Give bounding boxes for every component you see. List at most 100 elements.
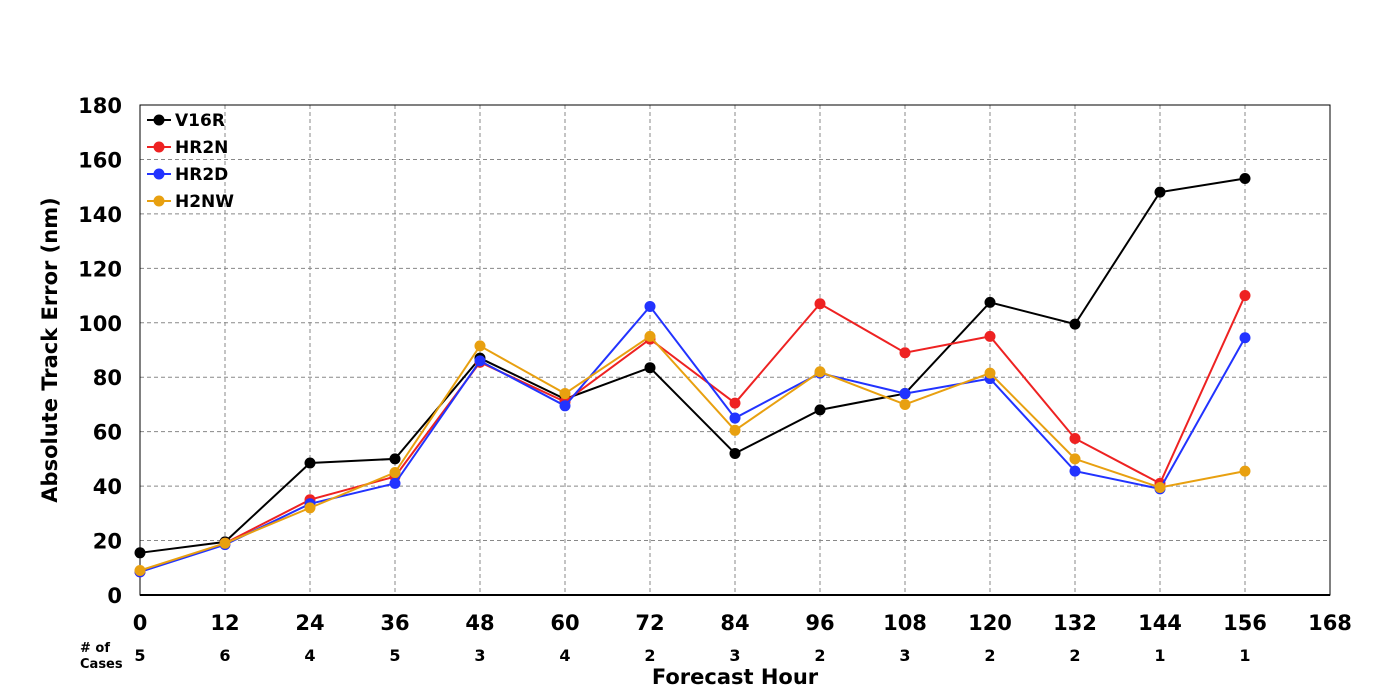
case-count: 4 [304,646,315,665]
data-point [304,457,316,469]
data-point [984,296,996,308]
y-tick-label: 100 [78,312,122,336]
data-point [814,366,826,378]
y-tick-label: 180 [78,94,122,118]
case-count: 1 [1239,646,1250,665]
y-tick-label: 160 [78,148,122,172]
data-point [1239,173,1251,184]
legend-label: HR2N [175,138,228,158]
x-tick-label: 144 [1138,611,1182,635]
y-axis-title: Absolute Track Error (nm) [38,197,62,502]
data-point [1154,186,1166,198]
data-point [984,330,996,342]
case-count: 5 [389,646,400,665]
data-point [134,547,146,559]
y-tick-label: 40 [93,475,122,499]
data-point [304,502,316,514]
data-point [814,404,826,416]
y-tick-label: 60 [93,421,122,445]
data-point [729,447,741,459]
y-tick-label: 140 [78,203,122,227]
data-point [1154,481,1166,493]
case-count: 6 [219,646,230,665]
x-tick-label: 24 [295,611,324,635]
x-tick-label: 48 [465,611,494,635]
case-count: 2 [644,646,655,665]
y-tick-labels: 0 20 40 60 80 100 120 140 160 180 [78,94,122,608]
series-line [139,295,1246,573]
x-tick-label: 0 [133,611,148,635]
x-tick-label: 12 [210,611,239,635]
y-tick-label: 80 [93,366,122,390]
data-point [559,388,571,400]
series-hr2n [134,290,1251,578]
series-layer [134,173,1251,578]
data-point [219,537,231,549]
grid-lines [140,105,1330,595]
cases-label-line1: # of [80,641,110,656]
data-point [729,412,741,424]
x-axis-title: Forecast Hour [652,665,819,689]
x-tick-label: 72 [635,611,664,635]
case-count: 1 [1154,646,1165,665]
series-line [139,304,1246,573]
data-point [899,398,911,410]
data-point [389,477,401,489]
legend-item-v16r: V16R [147,111,225,131]
x-tick-label: 108 [883,611,927,635]
data-point [1239,332,1251,344]
data-point [644,330,656,342]
series-line [139,177,1246,554]
x-tick-label: 84 [720,611,749,635]
legend-item-h2nw: H2NW [147,192,234,212]
legend-label: V16R [175,111,225,131]
legend: V16R HR2N HR2D H2NW [147,111,234,212]
legend-swatch-marker [153,141,165,153]
data-point [644,362,656,374]
x-tick-label: 156 [1223,611,1267,635]
x-tick-label: 36 [380,611,409,635]
series-h2nw [134,330,1251,576]
legend-item-hr2n: HR2N [147,138,228,158]
data-point [814,298,826,310]
data-point [1069,432,1081,444]
data-point [899,347,911,359]
data-point [474,355,486,367]
case-count: 5 [134,646,145,665]
legend-item-hr2d: HR2D [147,165,228,185]
data-point [389,453,401,465]
x-tick-label: 96 [805,611,834,635]
data-point [899,388,911,400]
case-count: 2 [1069,646,1080,665]
data-point [1069,465,1081,477]
data-point [1069,453,1081,465]
data-point [559,400,571,412]
x-tick-labels: 0 12 24 36 48 60 72 84 96 108 120 132 144 156 168 [133,611,1352,635]
legend-label: HR2D [175,165,228,185]
legend-swatch-marker [153,114,165,126]
legend-label: H2NW [175,192,234,212]
data-point [729,424,741,436]
case-count: 3 [729,646,740,665]
data-point [984,367,996,379]
data-point [134,565,146,576]
y-tick-label: 0 [107,584,122,608]
y-tick-label: 120 [78,257,122,281]
data-point [389,467,401,478]
x-tick-label: 168 [1308,611,1352,635]
series-v16r [134,173,1251,559]
series-hr2d [134,300,1251,578]
cases-row: # of Cases 5 6 4 5 3 4 2 3 2 3 2 2 1 1 [80,641,1251,672]
case-count: 2 [984,646,995,665]
data-point [1239,290,1251,302]
case-count: 3 [474,646,485,665]
case-count: 2 [814,646,825,665]
x-tick-label: 60 [550,611,579,635]
cases-label-line2: Cases [80,657,123,672]
legend-swatch-marker [153,195,165,207]
data-point [644,300,656,312]
data-point [1069,318,1081,330]
data-point [1239,465,1251,477]
data-point [729,397,741,409]
